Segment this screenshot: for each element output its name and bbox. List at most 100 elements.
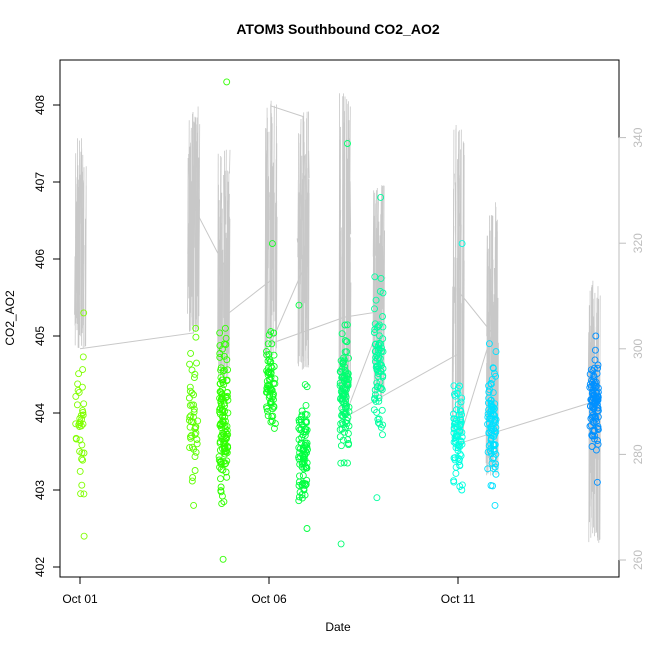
data-point xyxy=(489,441,497,449)
data-point xyxy=(456,421,464,429)
data-point xyxy=(80,309,88,317)
data-point xyxy=(486,447,494,455)
data-point xyxy=(484,465,492,473)
data-point xyxy=(373,365,381,373)
data-point xyxy=(492,424,500,431)
data-point xyxy=(379,431,386,439)
data-point xyxy=(340,459,348,467)
data-point xyxy=(268,417,276,425)
data-point xyxy=(338,411,346,419)
data-point xyxy=(337,420,345,428)
data-point xyxy=(80,449,88,457)
data-point xyxy=(190,401,198,409)
data-point xyxy=(379,421,387,429)
data-point xyxy=(378,406,386,414)
data-point xyxy=(343,338,351,346)
data-point xyxy=(191,453,199,461)
data-point xyxy=(264,407,271,415)
data-point xyxy=(375,370,382,378)
data-point xyxy=(376,420,384,428)
data-point xyxy=(456,461,464,469)
data-point xyxy=(216,329,224,337)
data-point xyxy=(370,329,378,336)
y2-tick-label: 260 xyxy=(631,550,645,570)
data-point xyxy=(454,400,462,408)
data-point xyxy=(218,500,226,508)
spike-line xyxy=(74,138,87,349)
data-point xyxy=(297,440,305,447)
data-point xyxy=(593,478,601,486)
data-point xyxy=(264,368,272,376)
data-point xyxy=(341,348,349,356)
data-point xyxy=(345,441,352,449)
data-point xyxy=(72,420,80,428)
data-point xyxy=(187,349,195,357)
y2-tick-label: 300 xyxy=(631,338,645,358)
data-point xyxy=(301,410,309,418)
data-point xyxy=(450,410,457,418)
data-point xyxy=(338,365,346,373)
data-point xyxy=(219,413,226,421)
data-point xyxy=(375,354,383,362)
data-point xyxy=(457,452,465,460)
data-point xyxy=(72,434,80,442)
data-point xyxy=(295,493,303,501)
data-point xyxy=(186,383,194,391)
data-point xyxy=(303,383,311,391)
data-point xyxy=(341,321,349,329)
data-point xyxy=(298,421,306,429)
data-point xyxy=(456,450,464,458)
data-point xyxy=(375,346,382,354)
y2-tick-label: 280 xyxy=(631,444,645,464)
data-point xyxy=(489,389,497,397)
points-layer xyxy=(72,78,602,563)
data-point xyxy=(79,353,87,361)
data-point xyxy=(270,403,278,411)
data-point xyxy=(295,497,303,505)
data-point xyxy=(298,481,306,489)
data-point xyxy=(342,409,350,417)
data-point xyxy=(458,394,466,402)
data-point xyxy=(223,422,231,430)
data-point xyxy=(592,378,600,386)
data-point xyxy=(594,407,602,415)
data-point xyxy=(588,443,596,450)
data-point xyxy=(79,407,86,415)
data-point xyxy=(190,501,198,509)
data-point xyxy=(270,351,278,359)
data-point xyxy=(223,449,231,457)
data-point xyxy=(491,501,499,509)
data-point xyxy=(487,434,495,442)
data-point xyxy=(219,367,227,375)
data-point xyxy=(223,473,231,481)
data-point xyxy=(264,412,272,420)
y-tick-label: 405 xyxy=(33,326,47,346)
data-point xyxy=(379,373,387,381)
data-point xyxy=(488,375,496,383)
data-point xyxy=(450,478,458,486)
data-point xyxy=(455,458,463,466)
data-point xyxy=(189,474,197,481)
data-point xyxy=(301,456,309,463)
data-point xyxy=(217,460,225,468)
data-point xyxy=(341,403,349,411)
data-point xyxy=(79,366,87,374)
data-point xyxy=(296,488,304,496)
data-point xyxy=(264,340,272,348)
data-point xyxy=(299,472,307,479)
data-point xyxy=(492,450,500,458)
data-point xyxy=(190,391,198,399)
y-tick-label: 406 xyxy=(33,249,47,269)
data-point xyxy=(303,459,311,467)
data-point xyxy=(271,375,279,383)
data-point xyxy=(301,381,309,389)
data-point xyxy=(80,400,88,408)
data-point xyxy=(373,494,381,502)
data-point xyxy=(337,459,345,467)
y-tick-label: 404 xyxy=(33,403,47,423)
data-point xyxy=(73,401,81,409)
data-point xyxy=(492,470,500,478)
data-point xyxy=(375,415,383,423)
data-point xyxy=(80,532,88,540)
data-point xyxy=(270,329,278,337)
